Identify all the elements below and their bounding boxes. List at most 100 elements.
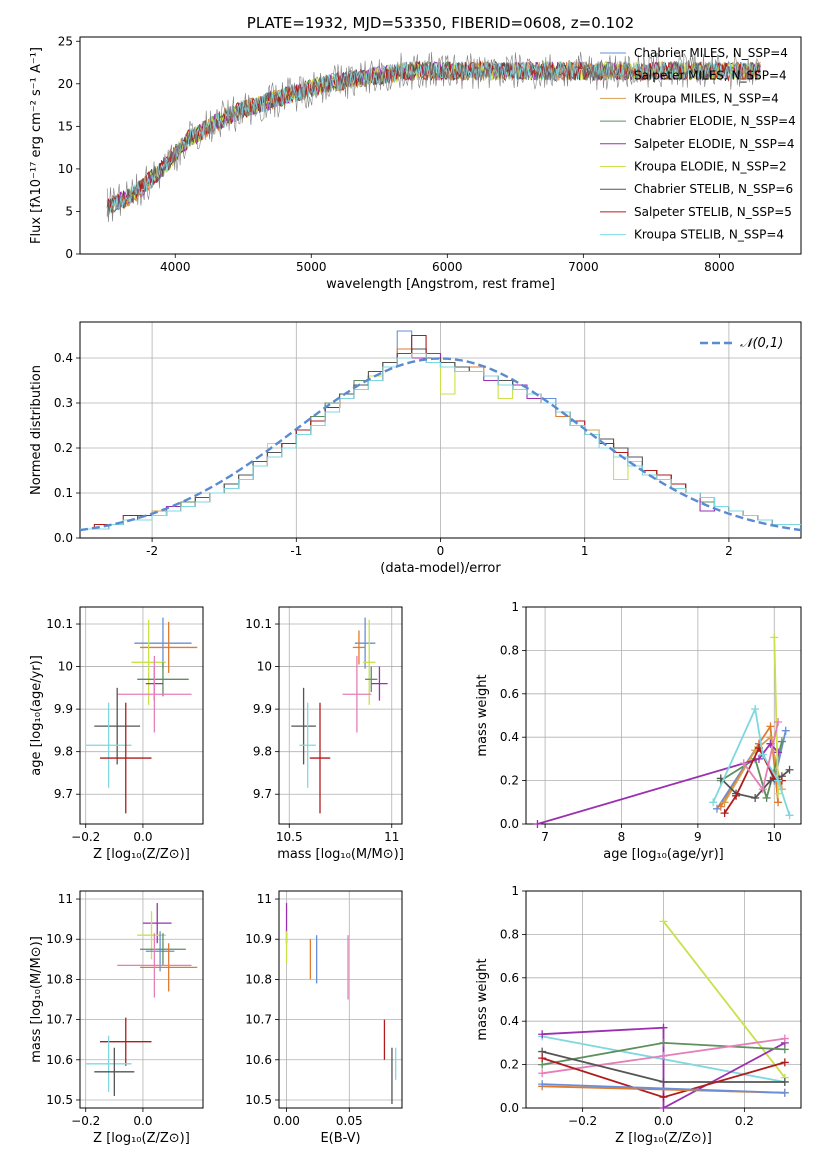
x-axis-label: wavelength [Angstrom, rest frame] — [326, 277, 555, 292]
y-tick-label: 11 — [257, 892, 272, 906]
x-tick-label: 11 — [384, 830, 399, 844]
x-tick-label: −0.2 — [568, 1114, 597, 1128]
y-tick-label: 20 — [58, 77, 73, 91]
x-tick-label: 7000 — [568, 260, 599, 274]
x-axis-label: age [log₁₀(age/yr)] — [603, 847, 724, 862]
weight-marker — [777, 737, 786, 746]
weight-line — [773, 637, 779, 794]
legend-entry: Kroupa ELODIE, N_SSP=2 — [634, 160, 787, 174]
legend-entry: 𝒩(0,1) — [740, 336, 783, 351]
y-tick-label: 11 — [58, 892, 73, 906]
legend-entry: Salpeter ELODIE, N_SSP=4 — [634, 137, 795, 151]
y-tick-label: 0.2 — [54, 441, 73, 455]
weight-line — [542, 1083, 785, 1094]
y-tick-label: 0.8 — [500, 643, 519, 657]
y-tick-label: 9.9 — [253, 702, 272, 716]
x-tick-label: 6000 — [432, 260, 463, 274]
y-tick-label: 10.1 — [46, 617, 73, 631]
axes-frame — [278, 606, 403, 825]
weight-marker — [780, 1077, 789, 1086]
weight-marker — [538, 1054, 547, 1063]
x-axis-label: Z [log₁₀(Z/Z⊙)] — [93, 1131, 190, 1146]
gaussian-curve — [80, 357, 801, 532]
x-tick-label: 0 — [437, 544, 445, 558]
axes-frame — [79, 606, 204, 825]
y-tick-label: 0.8 — [500, 927, 519, 941]
weight-marker — [751, 793, 760, 802]
weight-line — [720, 741, 783, 802]
weight-marker — [751, 704, 760, 713]
y-tick-label: 10.9 — [245, 932, 272, 946]
x-tick-label: 10.5 — [276, 830, 303, 844]
legend-entry: Salpeter MILES, N_SSP=4 — [634, 69, 787, 83]
weight-marker — [781, 726, 790, 735]
y-axis-label: Flux [fλ10⁻¹⁷ erg cm⁻² s⁻¹ A⁻¹] — [29, 47, 44, 244]
y-tick-label: 0.6 — [500, 971, 519, 985]
weight-line — [662, 920, 786, 1079]
y-tick-label: 10.8 — [245, 972, 272, 986]
weight-marker — [659, 1093, 668, 1102]
weight-marker — [780, 1058, 789, 1067]
weight-marker — [762, 793, 771, 802]
weight-marker — [774, 748, 783, 757]
y-tick-label: 0 — [65, 247, 73, 261]
weight-marker — [533, 820, 542, 828]
x-tick-label: 2 — [725, 544, 733, 558]
y-tick-label: 1 — [511, 600, 519, 614]
weight-marker — [538, 1069, 547, 1078]
y-tick-label: 0.6 — [500, 687, 519, 701]
y-tick-label: 0.2 — [500, 1058, 519, 1072]
y-tick-label: 0.2 — [500, 774, 519, 788]
weight-marker — [774, 718, 783, 727]
x-tick-label: 0.0 — [133, 1114, 152, 1128]
chart-title: PLATE=1932, MJD=53350, FIBERID=0608, z=0… — [247, 14, 634, 32]
x-tick-label: 0.0 — [654, 1114, 673, 1128]
weight-marker — [785, 765, 794, 774]
x-axis-label: (data-model)/error — [380, 561, 501, 576]
x-tick-label: 5000 — [296, 260, 327, 274]
x-tick-label: 8 — [618, 830, 626, 844]
x-axis-label: mass [log₁₀(M/M⊙)] — [277, 847, 404, 862]
model-spectrum-line — [106, 60, 761, 215]
weight-marker — [659, 1104, 668, 1112]
legend-entry: Chabrier MILES, N_SSP=4 — [634, 46, 788, 60]
legend-entry: Kroupa STELIB, N_SSP=4 — [634, 228, 784, 242]
x-tick-label: 0.05 — [336, 1114, 363, 1128]
y-tick-label: 10.1 — [245, 617, 272, 631]
y-tick-label: 10.6 — [245, 1053, 272, 1067]
weight-marker — [766, 722, 775, 731]
y-tick-label: 0.0 — [54, 531, 73, 545]
y-tick-label: 10.7 — [245, 1013, 272, 1027]
weight-marker — [709, 798, 718, 807]
weight-marker — [774, 776, 783, 785]
x-tick-label: −0.2 — [71, 1114, 100, 1128]
y-tick-label: 10 — [257, 660, 272, 674]
weight-marker — [739, 759, 748, 768]
weight-marker — [780, 1034, 789, 1043]
weight-marker — [720, 809, 729, 818]
y-axis-label: Normed distribution — [29, 365, 44, 495]
y-axis-label: mass weight — [475, 958, 490, 1040]
x-tick-label: 1 — [581, 544, 589, 558]
weight-line — [542, 1026, 786, 1108]
y-tick-label: 10.9 — [46, 932, 73, 946]
y-tick-label: 10 — [58, 162, 73, 176]
legend-entry: Salpeter STELIB, N_SSP=5 — [634, 205, 792, 219]
axes-frame — [278, 890, 403, 1109]
weight-marker — [732, 791, 741, 800]
y-tick-label: 1 — [511, 884, 519, 898]
weight-marker — [780, 1088, 789, 1097]
legend-entry: Chabrier STELIB, N_SSP=6 — [634, 182, 793, 196]
x-tick-label: 4000 — [160, 260, 191, 274]
weight-marker — [659, 1038, 668, 1047]
y-axis-label: mass [log₁₀(M/M⊙)] — [29, 936, 44, 1063]
x-axis-label: E(B-V) — [320, 1131, 360, 1146]
y-tick-label: 10.7 — [46, 1013, 73, 1027]
y-tick-label: 10.5 — [46, 1093, 73, 1107]
weight-marker — [770, 633, 779, 642]
y-tick-label: 10.5 — [245, 1093, 272, 1107]
weight-marker — [720, 798, 729, 807]
axes-frame — [79, 890, 204, 1109]
axes-frame — [525, 606, 802, 825]
weight-marker — [659, 1051, 668, 1060]
